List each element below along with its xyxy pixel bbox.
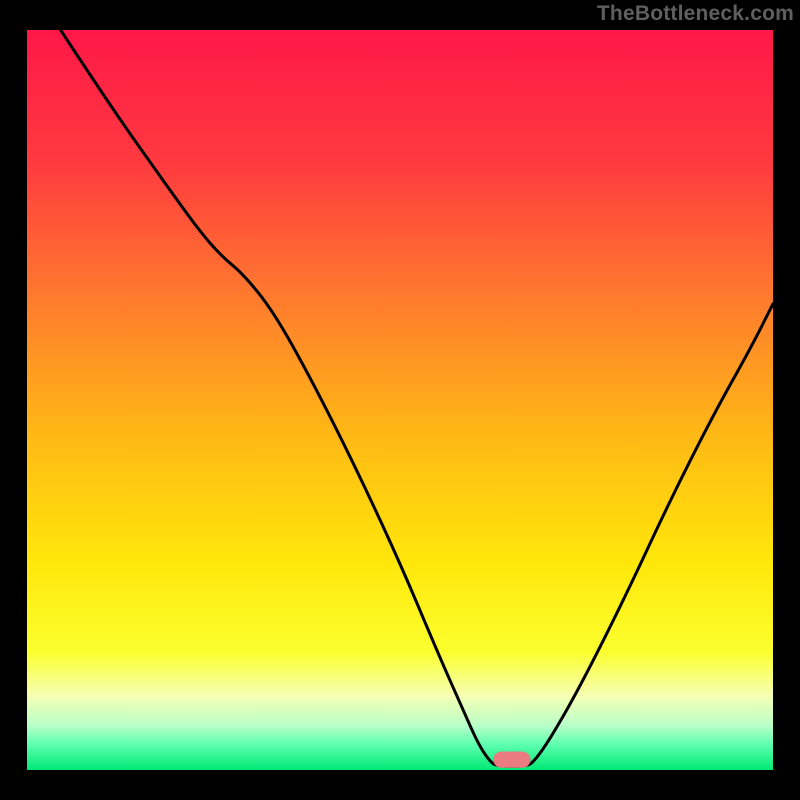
optimum-marker <box>493 752 530 768</box>
plot-background <box>27 30 773 770</box>
watermark-text: TheBottleneck.com <box>597 2 794 26</box>
chart-svg <box>0 0 800 800</box>
figure-stage: TheBottleneck.com <box>0 0 800 800</box>
